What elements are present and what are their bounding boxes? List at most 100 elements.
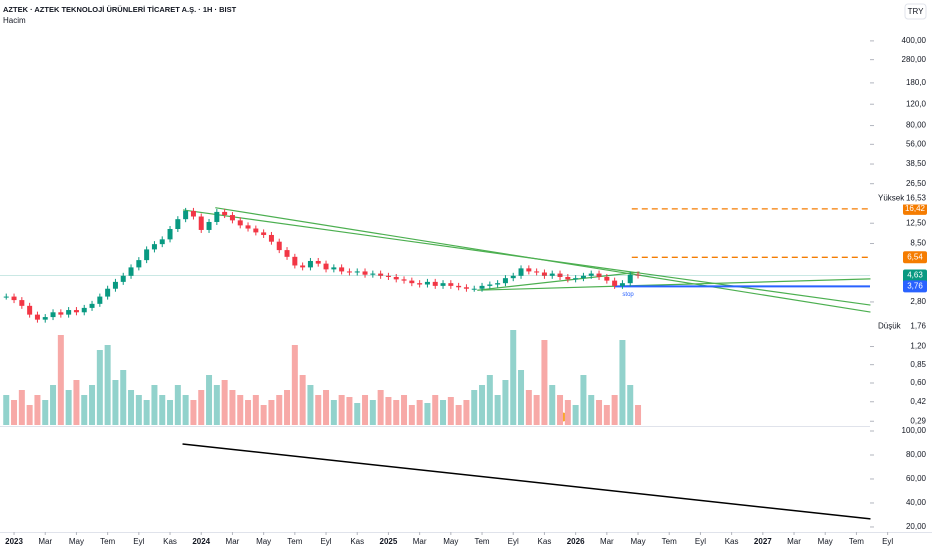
volume-bar — [393, 400, 400, 425]
volume-bar — [541, 340, 548, 425]
volume-bar — [479, 385, 486, 425]
candle-body — [136, 260, 142, 268]
y-tick-label: 60,00 — [906, 474, 927, 483]
candle-body — [541, 272, 547, 276]
volume-bar — [237, 395, 244, 425]
candle-body — [448, 283, 454, 286]
volume-bar — [50, 385, 57, 425]
candle-body — [253, 228, 259, 233]
price-tag — [903, 280, 927, 293]
volume-bar — [252, 395, 259, 425]
x-tick-label: May — [69, 537, 84, 546]
volume-bar — [112, 380, 119, 425]
candle-body — [339, 267, 345, 272]
x-tick-label: Tem — [287, 537, 302, 546]
volume-bar — [572, 405, 579, 425]
trendline — [477, 271, 640, 291]
candle-body — [362, 271, 368, 275]
candle-body — [346, 271, 352, 273]
candle-body — [89, 303, 95, 308]
volume-bar — [276, 395, 283, 425]
price-tag-label: 6,54 — [907, 252, 923, 261]
currency-label[interactable]: TRY — [908, 7, 925, 16]
volume-bar — [619, 340, 626, 425]
price-tag — [903, 251, 927, 264]
x-tick-label: 2025 — [380, 537, 398, 546]
volume-bar — [26, 405, 33, 425]
candle-body — [19, 300, 25, 306]
volume-bar — [486, 375, 493, 425]
volume-bar — [198, 390, 205, 425]
candle-body — [105, 288, 111, 297]
candle-body — [580, 275, 586, 279]
candle-body — [424, 281, 430, 285]
y-tick-label: 0,85 — [910, 360, 926, 369]
x-tick-label: 2027 — [754, 537, 772, 546]
candle-body — [292, 256, 298, 266]
volume-bar — [401, 395, 408, 425]
candle-body — [502, 278, 508, 284]
volume-bar — [81, 395, 88, 425]
volume-bar — [518, 370, 525, 425]
volume-bar — [284, 390, 291, 425]
candle-body — [370, 273, 376, 275]
y-tick-label: 100,00 — [902, 426, 927, 435]
volume-bar — [588, 395, 595, 425]
volume-bar — [533, 395, 540, 425]
volume-bar — [18, 390, 25, 425]
y-tick-label: 26,50 — [906, 179, 927, 188]
extreme-value: 16,53 — [906, 194, 927, 203]
extreme-value: 1,76 — [910, 321, 926, 330]
candle-body — [323, 263, 329, 270]
candle-body — [3, 296, 9, 298]
candle-body — [526, 268, 532, 272]
volume-bar — [346, 397, 353, 425]
y-tick-label: 180,0 — [906, 78, 927, 87]
candle-body — [276, 241, 282, 251]
x-tick-label: 2024 — [192, 537, 210, 546]
x-tick-label: Mar — [787, 537, 801, 546]
volume-bar — [34, 395, 41, 425]
indicator-name: Hacim — [3, 16, 26, 25]
y-tick-label: 280,00 — [902, 55, 927, 64]
currency-button[interactable] — [904, 3, 927, 20]
volume-bar — [596, 400, 603, 425]
y-tick-label: 8,50 — [910, 239, 926, 248]
volume-bar — [385, 397, 392, 425]
candle-body — [128, 267, 134, 276]
candle-body — [268, 234, 274, 242]
candle-body — [385, 275, 391, 277]
volume-bar — [182, 395, 189, 425]
candle-body — [261, 232, 267, 235]
volume-bar — [96, 350, 103, 425]
volume-bar — [57, 335, 64, 425]
y-tick-label: 20,00 — [906, 522, 927, 531]
volume-bar — [260, 405, 267, 425]
candle-body — [612, 280, 618, 286]
x-tick-label: Eyl — [320, 537, 331, 546]
y-tick-label: 80,00 — [906, 121, 927, 130]
candle-body — [573, 278, 579, 280]
symbol-title: AZTEK · AZTEK TEKNOLOJİ ÜRÜNLERİ TİCARET… — [3, 5, 237, 14]
candle-body — [159, 239, 165, 245]
candle-body — [175, 219, 181, 230]
x-tick-label: Tem — [474, 537, 489, 546]
candle-body — [456, 285, 462, 288]
candle-body — [42, 317, 48, 320]
volume-bar — [362, 395, 369, 425]
x-tick-label: Mar — [413, 537, 427, 546]
extreme-name: Düşük — [878, 321, 902, 330]
volume-bar — [557, 395, 564, 425]
candle-body — [393, 276, 399, 280]
candle-body — [66, 310, 72, 315]
candle-body — [463, 287, 469, 289]
candle-body — [557, 273, 563, 277]
volume-bar — [432, 395, 439, 425]
x-tick-label: Tem — [662, 537, 677, 546]
x-tick-label: Mar — [226, 537, 240, 546]
volume-bar — [611, 395, 618, 425]
candle-body — [198, 216, 204, 230]
candle-body — [479, 285, 485, 289]
candle-body — [284, 250, 290, 257]
